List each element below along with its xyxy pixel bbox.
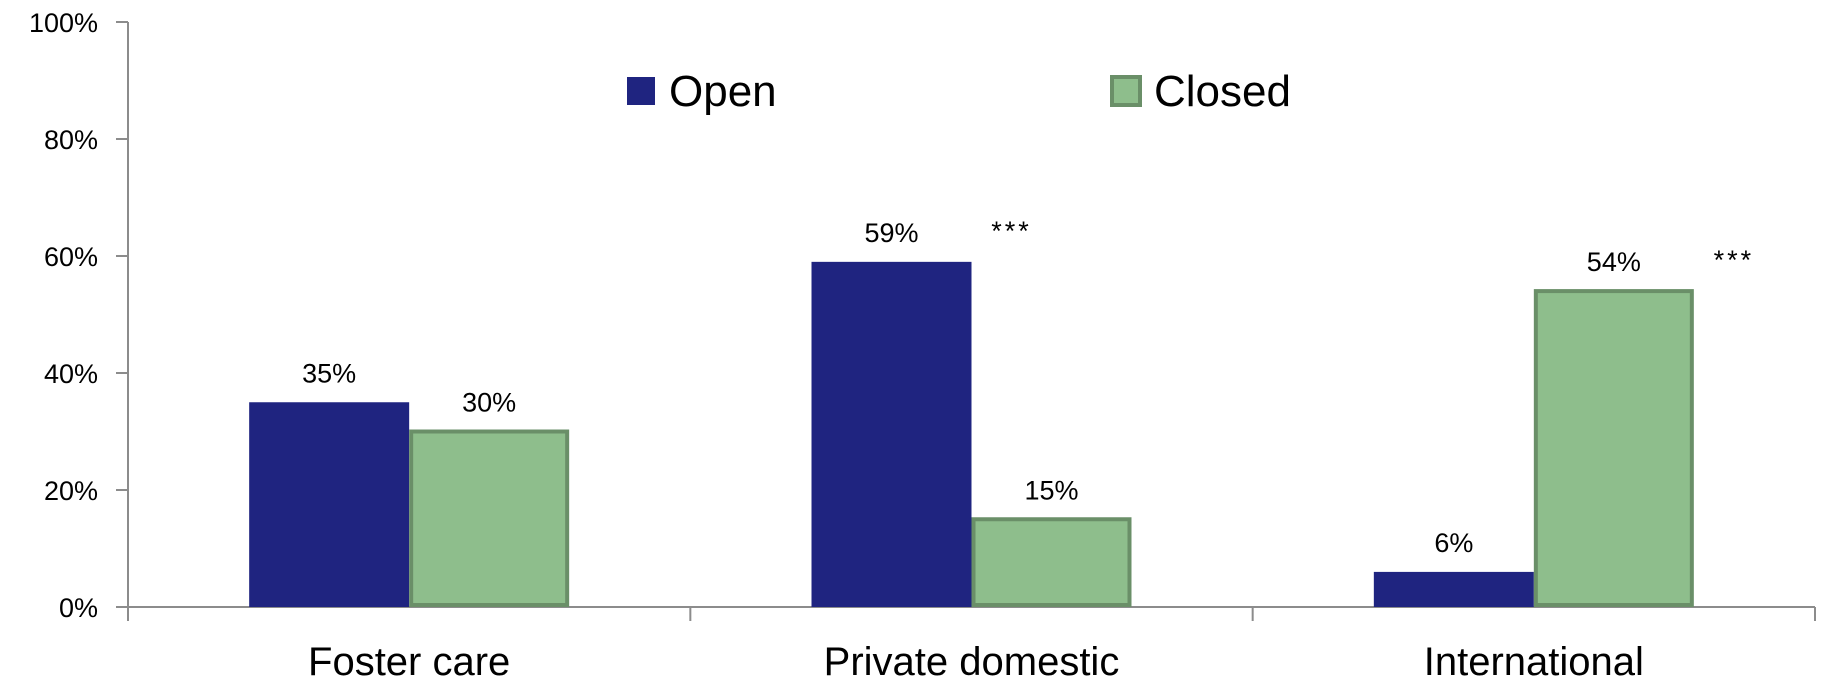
data-label: 15%: [1024, 475, 1078, 505]
legend-swatch-open: [627, 77, 655, 105]
data-label: 30%: [462, 388, 516, 418]
category-labels: Foster care Private domestic International: [308, 640, 1644, 684]
legend-label-closed: Closed: [1154, 67, 1291, 116]
y-tick-label: 80%: [44, 125, 98, 155]
category-label: Private domestic: [824, 640, 1120, 684]
data-label: 59%: [864, 218, 918, 248]
bars: [249, 261, 1694, 607]
significance-marker: ***: [1714, 245, 1755, 275]
legend-swatch-closed: [1110, 75, 1142, 107]
y-tick-label: 0%: [59, 593, 98, 623]
data-label: 35%: [302, 358, 356, 388]
y-tick-label: 20%: [44, 476, 98, 506]
y-tick-label: 60%: [44, 242, 98, 272]
y-axis-ticks: 0% 20% 40% 60% 80% 100%: [29, 8, 128, 623]
bar-open-2: [1373, 571, 1534, 607]
significance-marker: ***: [991, 216, 1032, 246]
bar-closed-0: [409, 429, 570, 607]
legend: Open Closed: [627, 67, 1291, 116]
bar-closed-1: [971, 517, 1132, 607]
bar-open-0: [249, 402, 410, 607]
y-tick-label: 100%: [29, 8, 98, 38]
category-label: Foster care: [308, 640, 510, 684]
data-label: 54%: [1587, 247, 1641, 277]
legend-label-open: Open: [669, 67, 777, 116]
bar-open-1: [811, 261, 972, 607]
y-tick-label: 40%: [44, 359, 98, 389]
bar-closed-2: [1533, 289, 1694, 607]
data-label: 6%: [1434, 528, 1473, 558]
data-labels: 35% 30% 59% 15% 6% 54% *** ***: [302, 216, 1755, 558]
category-label: International: [1424, 640, 1644, 684]
